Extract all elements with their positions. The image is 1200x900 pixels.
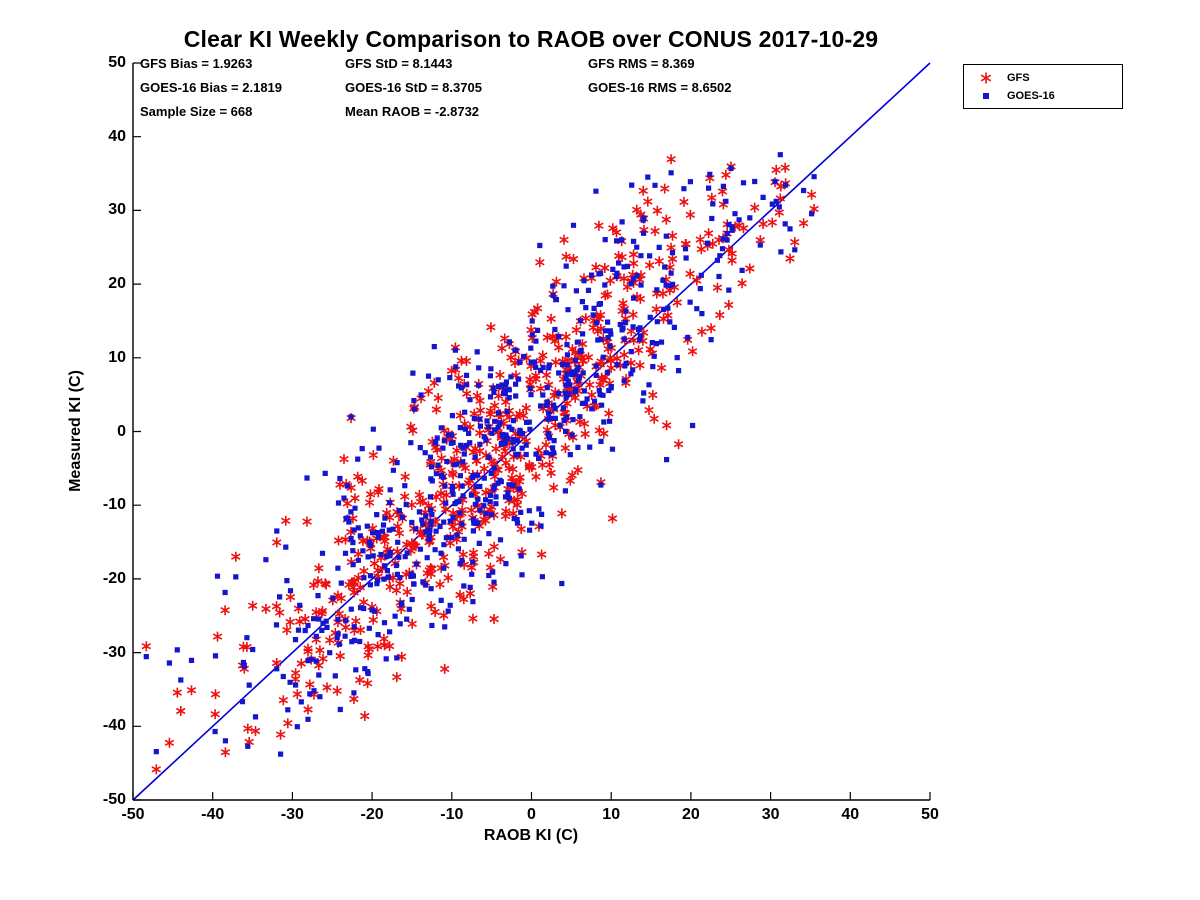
stat-mean-raob: Mean RAOB = -2.8732	[345, 104, 480, 119]
stat-sample-size: Sample Size = 668	[140, 104, 253, 119]
x-tick-label: 40	[841, 806, 860, 823]
y-tick-label: 0	[117, 422, 126, 440]
stat-goes-rms: GOES-16 RMS = 8.6502	[588, 80, 732, 95]
x-tick-label: 50	[921, 806, 939, 823]
x-tick-label: 0	[527, 806, 536, 823]
x-tick-label: -30	[280, 806, 304, 823]
x-axis-label: RAOB KI (C)	[483, 827, 579, 844]
y-tick-label: 50	[108, 54, 126, 71]
y-tick-label: -10	[102, 496, 126, 514]
legend-label-goes16: GOES-16	[1007, 90, 1055, 102]
stat-goes-std: GOES-16 StD = 8.3705	[345, 80, 482, 95]
y-tick-label: 10	[108, 348, 126, 366]
gfs-scatter-points	[141, 154, 819, 775]
y-tick-label: -20	[102, 569, 126, 587]
y-axis-label: Measured KI (C)	[67, 370, 84, 492]
x-tick-label: -10	[440, 806, 464, 823]
y-tick-label: -40	[102, 717, 126, 735]
y-tick-label: 40	[108, 127, 126, 145]
gfs-asterisk-icon	[980, 72, 992, 84]
x-tick-label: 30	[761, 806, 780, 823]
x-tick-label: -40	[201, 806, 225, 823]
goes16-square-icon	[983, 93, 989, 99]
legend-item-goes16: GOES-16	[964, 88, 1122, 104]
y-tick-label: 30	[108, 201, 126, 219]
legend: GFS GOES-16	[963, 64, 1123, 109]
legend-item-gfs: GFS	[964, 70, 1122, 86]
x-tick-label: 20	[681, 806, 700, 823]
stat-gfs-rms: GFS RMS = 8.369	[588, 56, 695, 71]
x-tick-label: -20	[360, 806, 384, 823]
chart-title: Clear KI Weekly Comparison to RAOB over …	[183, 26, 879, 52]
stat-goes-bias: GOES-16 Bias = 2.1819	[140, 80, 283, 95]
stat-gfs-bias: GFS Bias = 1.9263	[140, 56, 253, 71]
y-tick-label: 20	[108, 275, 126, 293]
x-tick-label: 10	[602, 806, 621, 823]
x-tick-label: -50	[121, 806, 145, 823]
y-tick-label: -50	[102, 791, 126, 808]
stat-gfs-std: GFS StD = 8.1443	[345, 56, 453, 71]
legend-label-gfs: GFS	[1007, 72, 1030, 84]
y-tick-label: -30	[102, 643, 126, 661]
